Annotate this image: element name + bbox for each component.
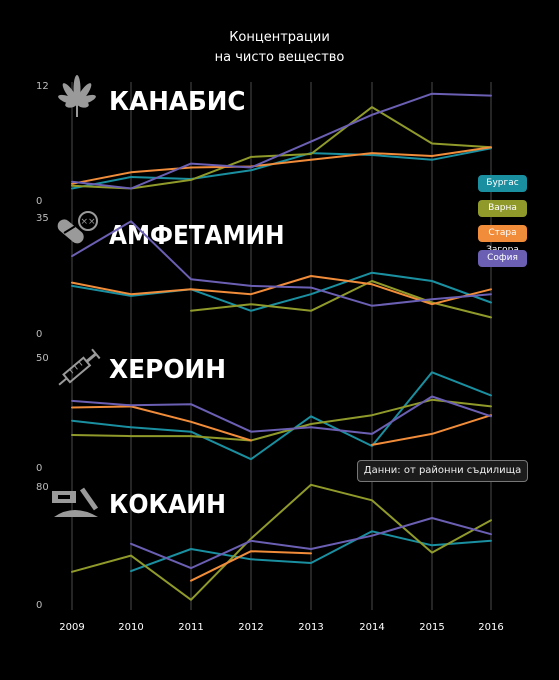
series-line-2	[71, 371, 492, 461]
series-line-3	[130, 517, 492, 570]
series-line-0	[71, 92, 492, 190]
series-line-2	[71, 395, 492, 435]
chart-title-line1: Концентрации	[229, 30, 330, 45]
y-axis-max-label: 80	[36, 482, 49, 493]
svg-text:××: ××	[80, 217, 95, 227]
y-axis-min-label: 0	[36, 463, 42, 474]
y-axis-min-label: 0	[36, 196, 42, 207]
pill-icon: ××	[57, 211, 98, 244]
x-tick-label: 2010	[118, 622, 143, 633]
syringe-icon	[58, 348, 101, 386]
x-tick-label: 2016	[478, 622, 503, 633]
series-line-1	[71, 220, 492, 307]
chart-title-line2: на чисто вещество	[214, 50, 345, 65]
x-tick-label: 2012	[238, 622, 263, 633]
y-axis-max-label: 35	[36, 213, 49, 224]
y-axis-min-label: 0	[36, 329, 42, 340]
drug-title: КАНАБИС	[109, 87, 246, 117]
series-line-0	[71, 146, 492, 185]
x-tick-label: 2015	[419, 622, 444, 633]
x-tick-label: 2014	[359, 622, 384, 633]
drug-title: КОКАИН	[109, 490, 226, 520]
legend-item-stara-zagora[interactable]: Стара Загора	[478, 225, 527, 255]
razor-blade-icon	[52, 487, 99, 517]
legend-item-sofia[interactable]: София	[478, 250, 527, 267]
x-tick-label: 2011	[178, 622, 203, 633]
y-axis-max-label: 50	[36, 353, 49, 364]
series-line-2	[71, 405, 492, 446]
series-line-3	[71, 483, 492, 601]
legend-item-varna[interactable]: Варна	[478, 200, 527, 217]
x-tick-label: 2009	[59, 622, 84, 633]
y-axis-max-label: 12	[36, 81, 49, 92]
x-tick-label: 2013	[298, 622, 323, 633]
legend-item-burgas[interactable]: Бургас	[478, 175, 527, 192]
source-note: Данни: от районни съдилища	[357, 460, 528, 482]
series-line-0	[71, 147, 492, 190]
drug-title: ХЕРОИН	[109, 355, 226, 385]
cannabis-leaf-icon	[58, 75, 96, 117]
series-line-1	[71, 271, 492, 312]
drug-title: АМФЕТАМИН	[109, 221, 285, 251]
series-line-3	[130, 530, 492, 573]
y-axis-min-label: 0	[36, 600, 42, 611]
series-line-3	[190, 550, 312, 582]
